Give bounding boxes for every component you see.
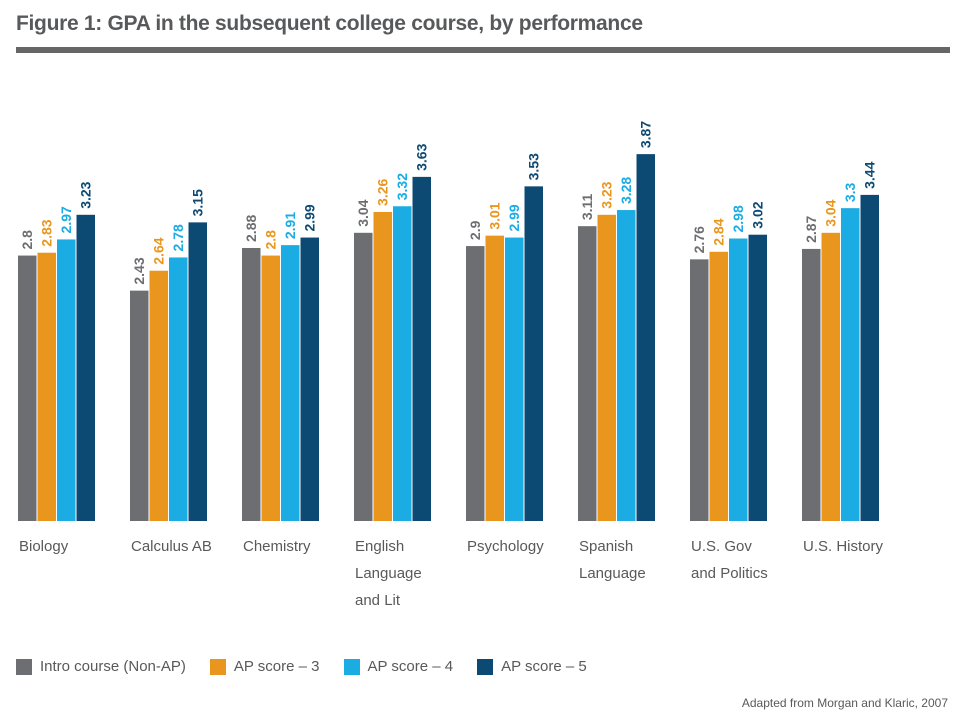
bar-7-3 xyxy=(860,194,879,521)
bar-3-3 xyxy=(412,176,431,521)
bar-1-3 xyxy=(188,222,207,521)
bar-1-1 xyxy=(149,270,168,521)
legend-item: AP score – 3 xyxy=(209,658,320,675)
category-label: English Language and Lit xyxy=(355,538,422,609)
legend-label: AP score – 4 xyxy=(367,658,454,675)
data-label: 2.97 xyxy=(58,206,74,233)
category-label: Biology xyxy=(19,538,69,555)
bar-0-3 xyxy=(76,214,95,521)
data-label: 2.91 xyxy=(282,212,298,239)
data-label: 3.26 xyxy=(375,178,391,205)
bar-7-0 xyxy=(802,248,821,521)
legend-label: Intro course (Non-AP) xyxy=(40,658,186,675)
data-label: 2.98 xyxy=(730,205,746,232)
bar-6-2 xyxy=(729,238,748,521)
legend-item: AP score – 5 xyxy=(477,658,587,675)
category-label: Calculus AB xyxy=(131,538,212,555)
bar-5-1 xyxy=(597,214,616,521)
bar-3-1 xyxy=(373,211,392,521)
bar-2-3 xyxy=(300,237,319,521)
data-label: 2.43 xyxy=(131,257,147,284)
data-label: 2.8 xyxy=(19,230,35,250)
legend-swatch xyxy=(16,658,32,675)
category-label: Psychology xyxy=(467,538,544,555)
data-label: 3.32 xyxy=(394,173,410,200)
data-label: 2.87 xyxy=(803,215,819,242)
bar-3-2 xyxy=(393,206,412,521)
category-label: Spanish Language xyxy=(579,538,646,582)
bar-0-2 xyxy=(57,239,76,521)
data-label: 2.99 xyxy=(506,204,522,231)
data-label: 2.99 xyxy=(302,204,318,231)
title-divider xyxy=(16,47,950,53)
data-label: 3.02 xyxy=(750,201,766,228)
legend-label: AP score – 3 xyxy=(233,658,320,675)
bar-0-0 xyxy=(18,255,37,521)
bar-4-1 xyxy=(485,235,504,522)
bar-2-0 xyxy=(242,247,261,521)
legend-swatch xyxy=(343,658,360,675)
data-label: 2.8 xyxy=(263,230,279,250)
legend-item: Intro course (Non-AP) xyxy=(16,658,186,675)
data-label: 2.78 xyxy=(170,224,186,251)
legend-swatch xyxy=(209,658,226,675)
bar-1-2 xyxy=(169,257,188,521)
data-label: 2.84 xyxy=(711,218,727,245)
bar-6-1 xyxy=(709,251,728,521)
bar-6-3 xyxy=(748,234,767,522)
chart-title: Figure 1: GPA in the subsequent college … xyxy=(16,12,643,35)
bar-7-2 xyxy=(841,208,860,521)
category-label: U.S. History xyxy=(803,538,884,555)
bar-2-2 xyxy=(281,245,300,521)
data-label: 3.01 xyxy=(487,202,503,229)
bar-6-0 xyxy=(690,259,709,521)
legend-label: AP score – 5 xyxy=(501,658,587,675)
data-label: 3.44 xyxy=(862,161,878,188)
bar-0-1 xyxy=(37,252,56,521)
bar-7-1 xyxy=(821,232,840,522)
legend: Intro course (Non-AP) AP score – 3 AP scor… xyxy=(16,658,611,675)
category-label: U.S. Gov and Politics xyxy=(691,538,768,582)
data-label: 3.87 xyxy=(638,121,654,148)
bar-5-0 xyxy=(578,226,597,521)
data-label: 3.23 xyxy=(78,181,94,208)
data-label: 2.88 xyxy=(243,215,259,242)
data-label: 3.28 xyxy=(618,177,634,204)
data-label: 3.11 xyxy=(579,193,595,220)
bar-1-0 xyxy=(130,290,149,521)
data-label: 3.3 xyxy=(842,182,858,202)
data-label: 3.53 xyxy=(526,153,542,180)
bar-5-2 xyxy=(617,210,636,521)
data-label: 2.83 xyxy=(39,219,55,246)
legend-swatch xyxy=(477,658,494,675)
data-label: 2.64 xyxy=(151,237,167,264)
bar-2-1 xyxy=(261,255,280,521)
bar-3-0 xyxy=(354,232,373,522)
data-label: 2.9 xyxy=(467,220,483,240)
category-label: Chemistry xyxy=(243,538,311,555)
data-label: 3.04 xyxy=(823,199,839,226)
bar-4-0 xyxy=(466,246,485,521)
source-note: Adapted from Morgan and Klaric, 2007 xyxy=(741,696,948,710)
bar-5-3 xyxy=(636,154,655,521)
data-label: 3.63 xyxy=(414,143,430,170)
bar-4-2 xyxy=(505,237,524,521)
bar-4-3 xyxy=(524,186,543,521)
data-label: 3.04 xyxy=(355,199,371,226)
legend-item: AP score – 4 xyxy=(343,658,454,675)
data-label: 3.23 xyxy=(599,181,615,208)
data-label: 3.15 xyxy=(190,189,206,216)
data-label: 2.76 xyxy=(691,226,707,253)
